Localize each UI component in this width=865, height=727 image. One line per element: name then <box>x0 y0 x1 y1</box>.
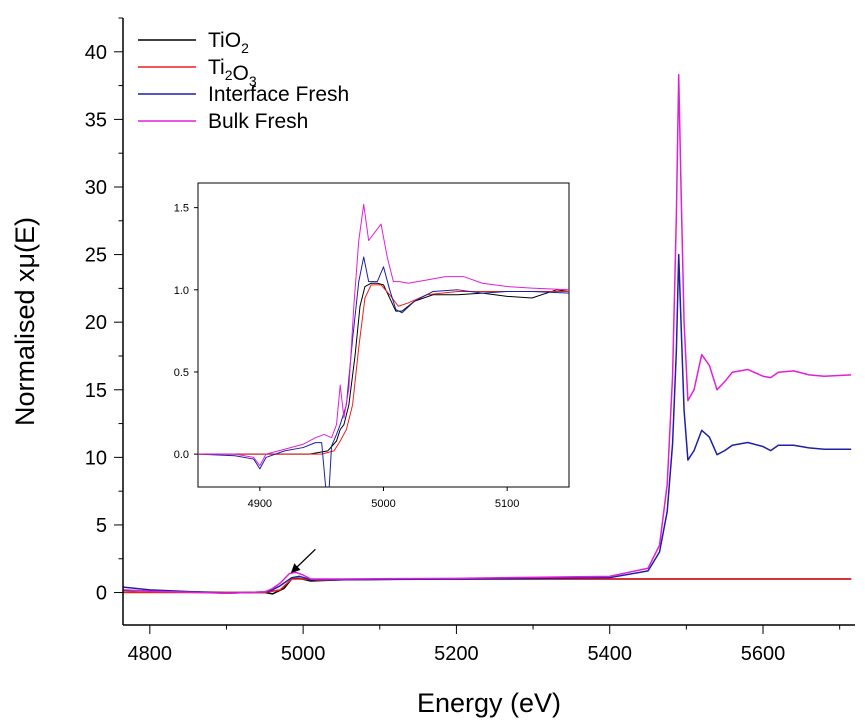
main-y-tick-label: 20 <box>85 312 107 334</box>
inset-x-tick-label: 5000 <box>371 498 395 510</box>
main-y-tick-label: 30 <box>85 177 107 199</box>
main-y-tick-label: 0 <box>96 583 107 605</box>
inset-y-tick-label: 0.5 <box>174 367 189 379</box>
main-x-tick-label: 5000 <box>281 643 326 665</box>
main-y-tick-label: 15 <box>85 380 107 402</box>
inset-series-ti2o3 <box>198 284 569 455</box>
inset-series-tio2 <box>198 282 569 455</box>
inset-series-interface <box>198 256 569 487</box>
inset-series-bulk <box>198 203 569 467</box>
inset-plot: 4900 5000 5100 0.0 0.5 1.0 1.5 <box>174 182 570 510</box>
main-x-tick-label: 5400 <box>587 643 632 665</box>
main-series-interface <box>123 253 852 594</box>
main-series-bulk <box>123 74 852 594</box>
main-x-tick-label: 5200 <box>434 643 479 665</box>
main-x-tick-label: 5600 <box>741 643 786 665</box>
inset-y-tick-label: 0.0 <box>174 449 189 461</box>
main-y-tick-label: 35 <box>85 109 107 131</box>
main-y-tick-label: 40 <box>85 42 107 64</box>
inset-frame <box>197 182 570 488</box>
inset-x-tick-label: 4900 <box>248 498 272 510</box>
main-series-group <box>123 74 852 595</box>
inset-y-tick-label: 1.0 <box>174 285 189 297</box>
main-series-ti2o3 <box>123 578 852 594</box>
main-x-axis-title: Energy (eV) <box>417 688 561 718</box>
inset-y-tick-label: 1.5 <box>174 203 189 215</box>
legend-label-ti2o3: Ti2O3 <box>208 56 257 89</box>
legend-label-tio2: TiO2 <box>208 29 249 56</box>
legend-label-interface: Interface Fresh <box>208 83 349 106</box>
inset-arrow <box>290 548 316 573</box>
main-y-tick-label: 10 <box>85 447 107 469</box>
main-y-axis-title: Normalised xμ(E) <box>10 217 40 426</box>
main-y-tick-label: 25 <box>85 245 107 267</box>
main-plot: 4800 5000 5200 5400 5600 0 5 10 15 20 25 30 35 40 Ener… <box>10 17 855 718</box>
inset-series-group <box>198 203 569 487</box>
main-series-tio2 <box>123 577 852 595</box>
inset-x-tick-label: 5100 <box>495 498 519 510</box>
main-x-tick-label: 4800 <box>128 643 173 665</box>
main-y-tick-label: 5 <box>96 515 107 537</box>
legend-label-bulk: Bulk Fresh <box>208 110 308 133</box>
